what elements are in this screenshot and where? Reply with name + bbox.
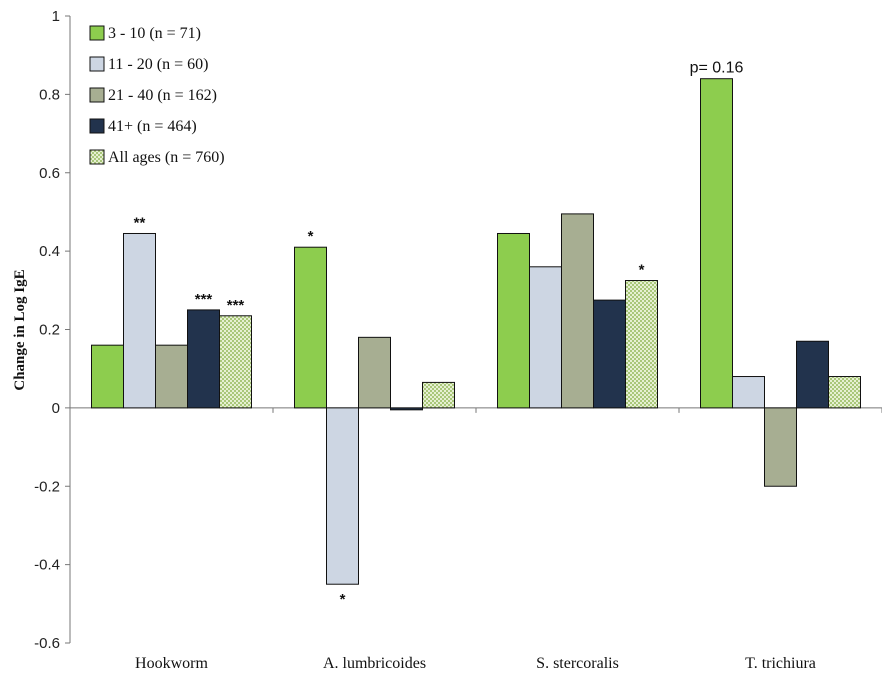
y-tick-label: 0.6	[39, 165, 60, 182]
y-tick-label: 0	[52, 400, 60, 417]
legend-swatch	[89, 118, 105, 134]
legend: 3 - 10 (n = 71) 11 - 20 (n = 60) 21 - 40 (…	[89, 25, 225, 166]
bar	[358, 336, 391, 409]
bar	[326, 407, 359, 585]
bar	[422, 381, 455, 409]
bar	[593, 299, 626, 409]
axes: 1 0.8 0.6 0.4 0.2 0 -0.2 -0.4 -0.6 Hookworm A. lum…	[34, 8, 882, 672]
bar	[529, 266, 562, 409]
significance-label: *	[340, 591, 346, 608]
legend-label: 41+ (n = 464)	[108, 118, 197, 135]
bar	[796, 340, 829, 409]
bars-group	[91, 78, 861, 585]
y-tick-label: 1	[52, 8, 60, 25]
significance-label: p= 0.16	[690, 60, 744, 77]
legend-label: 11 - 20 (n = 60)	[108, 56, 208, 73]
category-label: Hookworm	[135, 655, 208, 672]
category-label: T. trichiura	[745, 655, 816, 672]
significance-label: ***	[227, 297, 245, 314]
legend-label: 3 - 10 (n = 71)	[108, 25, 201, 42]
legend-label: All ages (n = 760)	[108, 149, 225, 166]
bar	[497, 232, 530, 409]
bar	[187, 309, 220, 409]
legend-swatch	[89, 87, 105, 103]
category-label: A. lumbricoides	[323, 655, 426, 672]
y-tick-label: -0.2	[34, 478, 60, 495]
bar	[294, 246, 327, 409]
significance-label: ***	[195, 291, 213, 308]
bar	[219, 315, 252, 409]
y-tick-label: -0.6	[34, 635, 60, 652]
bar	[828, 376, 861, 409]
legend-swatch	[89, 25, 105, 41]
bar	[91, 344, 124, 409]
significance-label: *	[308, 228, 314, 245]
significance-label: **	[134, 214, 146, 231]
y-tick-label: 0.4	[39, 243, 60, 260]
y-tick-label: 0.8	[39, 86, 60, 103]
bar	[123, 232, 156, 409]
category-label: S. stercoralis	[536, 655, 619, 672]
significance-label: *	[639, 262, 645, 279]
y-axis-title: Change in Log IgE	[12, 269, 28, 390]
legend-swatch	[89, 149, 105, 165]
legend-swatch	[89, 56, 105, 72]
bar	[561, 213, 594, 409]
y-tick-label: 0.2	[39, 322, 60, 339]
bar	[625, 280, 658, 409]
y-tick-label: -0.4	[34, 557, 60, 574]
bar	[155, 344, 188, 409]
bar	[764, 407, 797, 487]
bar	[390, 407, 423, 411]
bar	[700, 78, 733, 409]
annotations-group: ***** ******p= 0.16	[134, 60, 744, 609]
legend-label: 21 - 40 (n = 162)	[108, 87, 217, 104]
bar	[732, 376, 765, 409]
